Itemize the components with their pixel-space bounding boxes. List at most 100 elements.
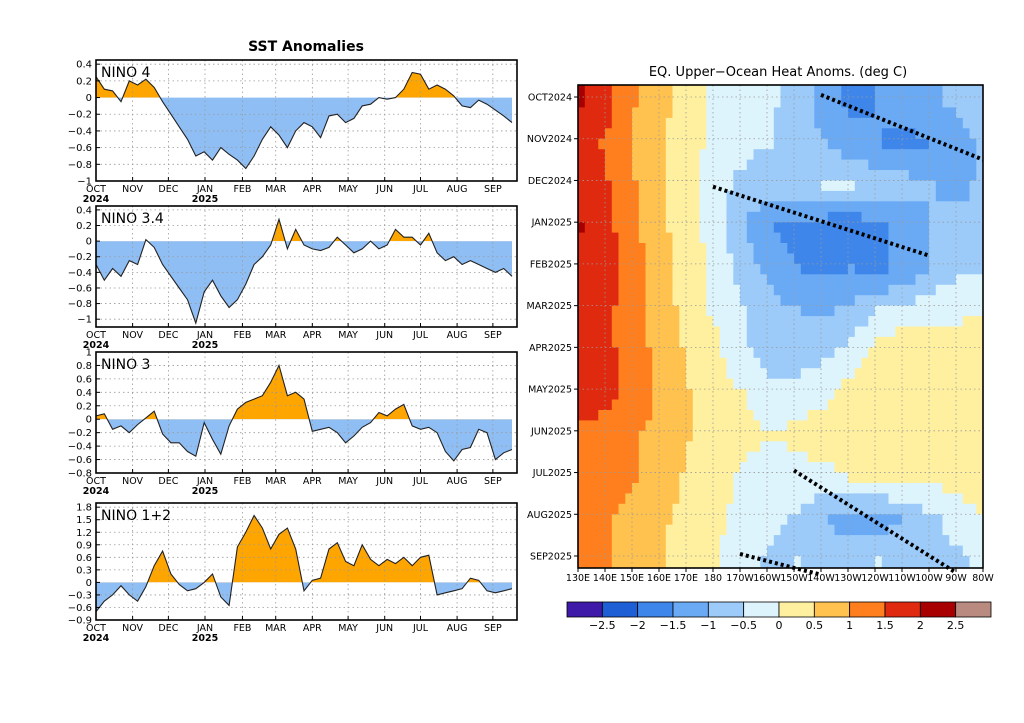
heatmap-cell: [598, 86, 606, 98]
heatmap-cell: [760, 201, 768, 213]
heatmap-cell: [638, 347, 647, 359]
heatmap-cell: [854, 462, 863, 474]
heatmap-cell: [746, 253, 755, 265]
heatmap-cell: [665, 263, 674, 275]
heatmap-cell: [578, 97, 586, 108]
heatmap-cell: [746, 86, 755, 98]
heatmap-cell: [733, 211, 741, 223]
heatmap-cell: [679, 535, 687, 547]
heatmap-cell: [659, 284, 667, 296]
heatmap-cell: [578, 451, 586, 463]
heatmap-cell: [976, 514, 983, 526]
heatmap-cell: [868, 149, 876, 161]
heatmap-cell: [638, 483, 647, 494]
heatmap-cell: [746, 222, 755, 234]
heatmap-cell: [800, 170, 809, 181]
heatmap-cell: [834, 180, 842, 192]
heatmap-cell: [713, 180, 721, 192]
heatmap-cell: [780, 326, 788, 338]
heatmap-cell: [861, 399, 869, 411]
heatmap-cell: [915, 556, 923, 567]
series-line: [96, 363, 513, 462]
heatmap-cell: [753, 514, 761, 526]
heatmap-cell: [753, 420, 761, 432]
heatmap-cell: [578, 284, 586, 296]
heatmap-cell: [692, 451, 701, 463]
heatmap-cell: [935, 399, 944, 411]
heatmap-cell: [659, 190, 667, 202]
heatmap-cell: [632, 85, 640, 88]
heatmap-cell: [861, 263, 869, 275]
heatmap-cell: [841, 253, 849, 265]
heatmap-cell: [875, 336, 883, 348]
heatmap-cell: [875, 399, 883, 411]
heatmap-cell: [895, 253, 903, 265]
month-label: NOV: [122, 184, 143, 195]
heatmap-cell: [814, 117, 822, 129]
heatmap-cell: [719, 159, 728, 171]
heatmap-cell: [908, 430, 917, 442]
heatmap-cell: [632, 326, 640, 338]
heatmap-cell: [800, 503, 809, 515]
heatmap-cell: [854, 117, 863, 129]
heatmap-cell: [659, 253, 667, 265]
y-tick-label: −0.8: [68, 299, 92, 310]
heatmap-cell: [578, 170, 586, 181]
heatmap-cell: [881, 420, 890, 432]
heatmap-cell: [807, 410, 815, 421]
heatmap-cell: [746, 138, 755, 150]
heatmap-cell: [726, 86, 734, 98]
heatmap-cell: [949, 483, 957, 494]
lon-label: 180: [704, 573, 722, 584]
heatmap-cell: [591, 545, 599, 557]
heatmap-cell: [773, 493, 782, 505]
heatmap-cell: [740, 462, 748, 474]
heatmap-cell: [821, 420, 829, 432]
heatmap-cell: [787, 159, 795, 171]
heatmap-cell: [659, 232, 667, 244]
heatmap-cell: [733, 503, 741, 515]
heatmap-cell: [854, 503, 863, 515]
heatmap-cell: [794, 441, 802, 453]
heatmap-cell: [929, 420, 937, 432]
y-tick-label: −0.8: [68, 469, 92, 480]
heatmap-cell: [848, 503, 856, 515]
month-label: FEB: [233, 476, 251, 487]
heatmap-cell: [719, 97, 728, 108]
heatmap-cell: [686, 430, 694, 442]
heatmap-cell: [881, 117, 890, 129]
heatmap-cell: [591, 503, 599, 515]
heatmap-cell: [713, 420, 721, 432]
heatmap-cell: [983, 295, 990, 306]
heatmap-cell: [584, 420, 593, 432]
heatmap-cell: [611, 138, 620, 150]
heatmap-cell: [827, 462, 836, 474]
heatmap-cell: [618, 524, 626, 536]
heatmap-cell: [726, 410, 734, 421]
heatmap-cell: [686, 170, 694, 181]
heatmap-cell: [699, 243, 707, 254]
y-tick-label: −1: [77, 177, 92, 188]
heatmap-cell: [821, 180, 829, 192]
heatmap-cell: [686, 117, 694, 129]
heatmap-cell: [740, 274, 748, 286]
heatmap-cell: [672, 180, 680, 192]
heatmap-cell: [821, 430, 829, 442]
heatmap-cell: [848, 378, 856, 390]
heatmap-cell: [591, 514, 599, 526]
heatmap-cell: [726, 138, 734, 150]
heatmap-cell: [962, 493, 971, 505]
heatmap-cell: [875, 107, 883, 119]
heatmap-cell: [875, 493, 883, 505]
heatmap-cell: [915, 263, 923, 275]
heatmap-cell: [672, 378, 680, 390]
heatmap-cell: [692, 201, 701, 213]
heatmap-cell: [875, 556, 883, 567]
heatmap-cell: [908, 107, 917, 119]
heatmap-cell: [733, 399, 741, 411]
heatmap-cell: [591, 159, 599, 171]
heatmap-cell: [699, 451, 707, 463]
heatmap-cell: [821, 274, 829, 286]
heatmap-cell: [942, 149, 950, 161]
month-label: FEB: [233, 330, 251, 341]
